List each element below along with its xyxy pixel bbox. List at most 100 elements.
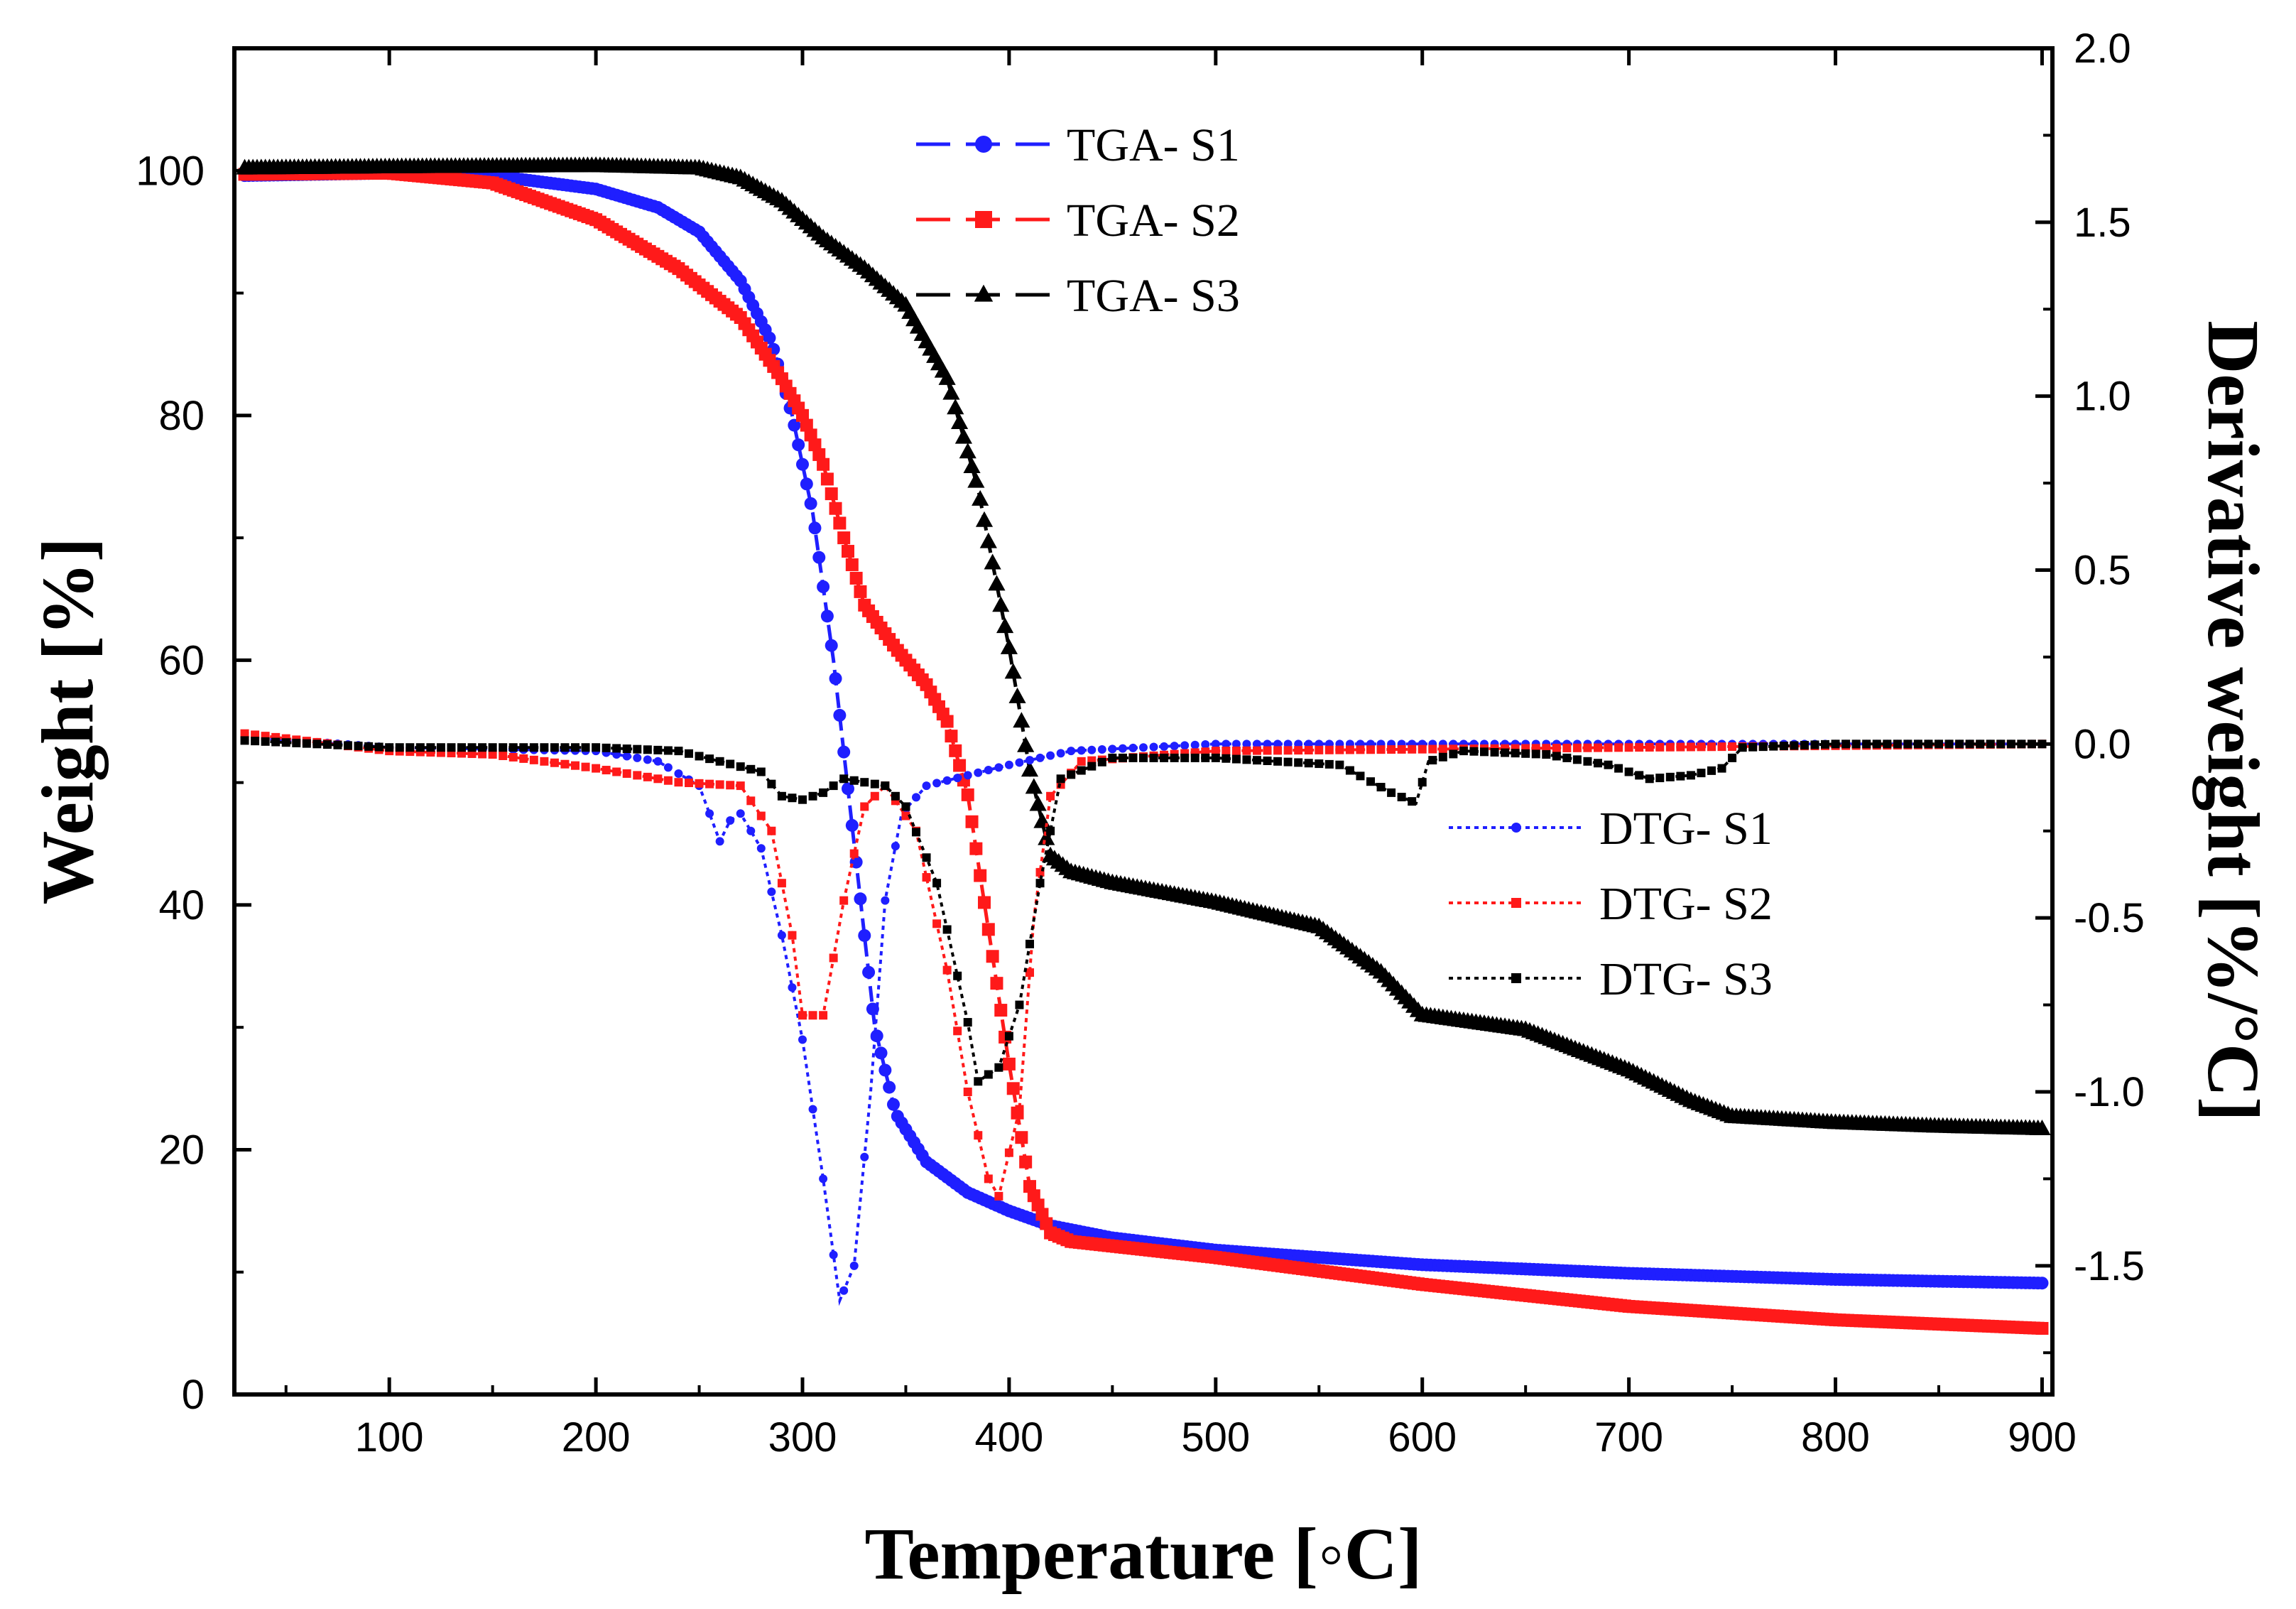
data-point [860,778,869,787]
legend-label: TGA- S3 [1067,270,1240,322]
data-point [1324,759,1334,769]
data-point [1038,829,1055,845]
data-point [663,763,673,772]
data-point [1624,767,1633,776]
data-point [870,779,879,789]
data-point [1013,712,1030,728]
data-point [796,457,809,471]
data-point [1572,755,1582,764]
data-point [1211,747,1220,756]
data-point [457,743,466,752]
data-point [1676,742,1685,752]
data-point [965,815,979,828]
data-point [1067,747,1076,756]
legend-entry-tga-s2: TGA- S2 [916,195,1240,247]
data-point [829,502,842,515]
data-point [1800,740,1809,749]
data-point [2035,1277,2049,1290]
data-point [240,729,249,738]
data-point [519,743,528,752]
data-point [881,781,890,791]
data-point [622,744,631,754]
data-point [1872,740,1881,749]
x-tick-label: 100 [355,1414,424,1461]
y2-tick-label: -1.5 [2074,1243,2145,1289]
data-point [1046,791,1055,801]
data-point [1077,766,1086,775]
data-point [1231,754,1241,764]
data-point [1231,740,1241,749]
data-point [829,953,838,963]
data-point [874,1046,888,1060]
data-point [1655,742,1665,752]
legend-marker [1511,898,1521,908]
data-point [974,768,983,777]
data-point [540,743,549,752]
data-point [653,757,663,766]
data-point [804,497,817,510]
data-point [436,743,445,752]
y2-tick-label: 0.5 [2074,547,2131,593]
data-point [1976,740,1985,749]
data-point [1913,740,1922,749]
data-point [746,764,756,774]
data-point [1686,771,1695,780]
data-point [825,639,838,652]
data-point [726,816,735,825]
data-point [862,965,876,979]
data-point [1604,743,1613,752]
data-point [994,1191,1003,1201]
data-point [674,778,683,787]
data-point [1097,757,1106,766]
legend: TGA- S1 TGA- S2 TGA- S3 DTG- S1 DTG- S2 DTG- … [916,119,1773,1005]
data-point [695,779,704,788]
data-point [845,818,859,832]
data-point [1273,740,1283,749]
legend-label: TGA- S2 [1067,195,1240,247]
data-point [633,753,642,762]
data-point [1418,778,1427,787]
data-point [1387,745,1396,754]
data-point [1056,774,1065,784]
data-point [344,741,352,750]
data-point [560,759,570,769]
data-point [1810,740,1819,749]
data-point [1231,746,1241,755]
data-point [891,842,900,851]
data-point [1211,740,1220,749]
data-point [1480,747,1489,757]
data-point [1046,751,1055,760]
data-point [820,472,834,486]
data-point [798,1035,807,1044]
data-point [499,743,508,752]
data-point [1562,753,1572,762]
data-point [1273,757,1283,766]
data-point [887,1098,900,1111]
data-point [663,776,673,785]
data-point [1821,740,1829,749]
data-point [1283,757,1293,766]
data-point [1501,748,1510,757]
data-point [1033,812,1051,828]
data-point [839,896,849,905]
data-point [1253,756,1261,765]
data-point [817,457,830,471]
data-point [881,896,890,905]
data-point [1315,759,1324,769]
legend-marker [1511,823,1521,833]
data-point [1008,687,1026,703]
data-point [922,853,931,862]
data-point [395,743,404,752]
data-point [963,771,972,780]
data-point [1893,740,1902,749]
data-point [963,1087,972,1096]
data-point [1077,757,1086,766]
data-point [1428,756,1437,765]
data-point [984,766,993,775]
data-point [1335,760,1344,769]
data-point [1025,939,1034,948]
data-point [1645,742,1654,752]
legend-entry-tga-s3: TGA- S3 [916,270,1240,322]
data-point [1035,879,1045,888]
data-point [854,585,867,598]
